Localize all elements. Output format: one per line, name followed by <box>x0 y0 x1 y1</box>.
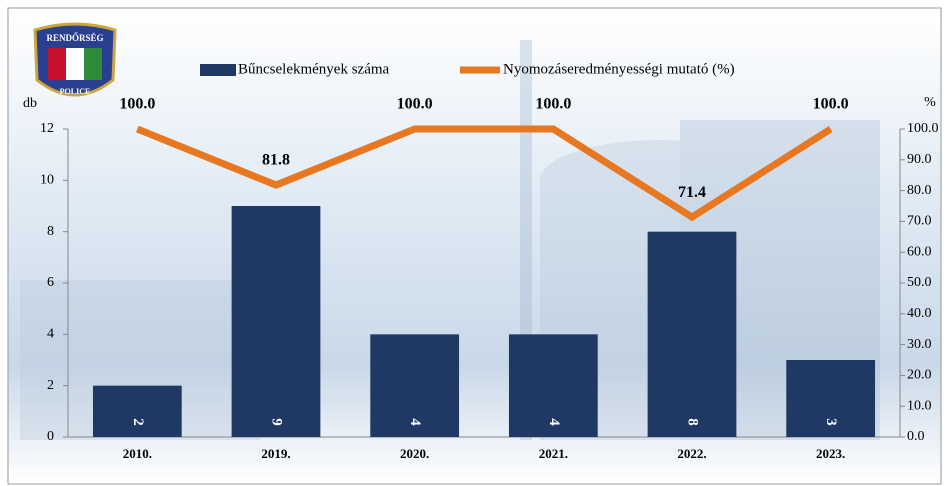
y2-tick-label: 90.0 <box>907 152 932 167</box>
x-tick-label: 2023. <box>816 446 845 461</box>
legend-label: Bűncselekmények száma <box>238 61 390 77</box>
legend-label: Nyomozáseredményességi mutató (%) <box>503 61 735 77</box>
line-label: 100.0 <box>813 96 849 113</box>
y2-tick-label: 50.0 <box>907 275 932 290</box>
y2-tick-label: 0.0 <box>907 429 925 444</box>
y-axis-label: db <box>23 96 37 111</box>
y-tick-label: 4 <box>47 327 54 342</box>
line-label: 100.0 <box>397 96 433 113</box>
y-tick-label: 0 <box>47 429 54 444</box>
bar <box>370 334 460 437</box>
y2-tick-label: 70.0 <box>907 214 932 229</box>
x-tick-label: 2022. <box>677 446 706 461</box>
y2-axis-label: % <box>924 95 936 110</box>
bar-label: 2 <box>130 418 146 426</box>
line-label: 100.0 <box>119 96 155 113</box>
bar-label: 4 <box>407 418 423 426</box>
line-label: 81.8 <box>262 152 290 169</box>
bar-label: 8 <box>685 418 701 426</box>
bar <box>508 334 598 437</box>
bar-label: 4 <box>546 418 562 426</box>
bar <box>92 385 182 437</box>
y2-tick-label: 100.0 <box>907 121 939 136</box>
logo-text: POLICE <box>60 87 91 96</box>
x-tick-label: 2019. <box>261 446 290 461</box>
y2-tick-label: 20.0 <box>907 368 932 383</box>
y-tick-label: 12 <box>40 121 54 136</box>
line-series <box>136 125 833 222</box>
y2-tick-label: 10.0 <box>907 398 932 413</box>
bar <box>647 231 737 437</box>
bar <box>231 206 321 437</box>
x-tick-label: 2020. <box>400 446 429 461</box>
line-label: 100.0 <box>535 96 571 113</box>
y-tick-label: 8 <box>47 224 54 239</box>
logo-text: RENDŐRSÉG <box>46 33 103 43</box>
bar-label: 9 <box>269 418 285 426</box>
line-label: 71.4 <box>678 184 706 201</box>
y-tick-label: 2 <box>47 378 54 393</box>
y2-tick-label: 80.0 <box>907 183 932 198</box>
bar-label: 3 <box>823 418 839 426</box>
x-tick-label: 2010. <box>123 446 152 461</box>
y-tick-label: 10 <box>40 173 54 188</box>
y-tick-label: 6 <box>47 275 54 290</box>
y2-tick-label: 30.0 <box>907 337 932 352</box>
legend-swatch <box>200 64 236 76</box>
y2-tick-label: 60.0 <box>907 244 932 259</box>
x-tick-label: 2021. <box>539 446 568 461</box>
y2-tick-label: 40.0 <box>907 306 932 321</box>
logo: RENDŐRSÉG POLICE <box>33 22 117 97</box>
bar <box>786 360 876 437</box>
